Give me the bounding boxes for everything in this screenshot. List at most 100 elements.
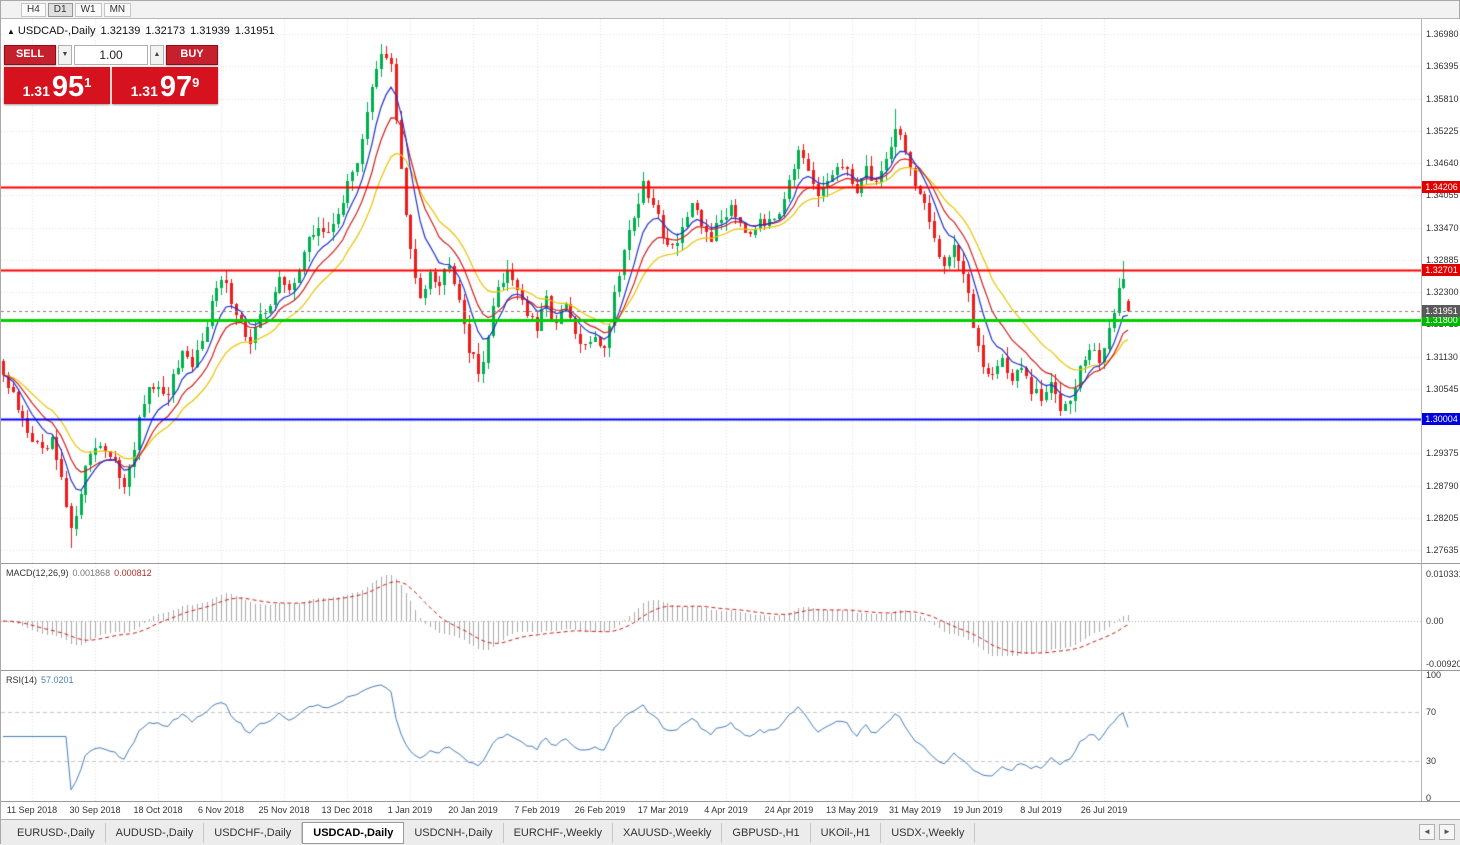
date-axis-label: 13 May 2019 — [825, 805, 879, 815]
tabs-scroll-left-button[interactable]: ◄ — [1419, 824, 1435, 840]
price-axis-tick: 1.29375 — [1426, 448, 1459, 459]
rsi-axis-tick: 70 — [1426, 706, 1437, 717]
date-axis-label: 8 Jul 2019 — [1020, 805, 1062, 815]
chart-tab-ukoil-h1[interactable]: UKOil-,H1 — [811, 822, 882, 843]
buy-price-pipette: 9 — [192, 75, 200, 90]
sell-price-pips: 95 — [51, 71, 85, 103]
chart-tabs-bar: EURUSD-,Daily AUDUSD-,Daily USDCHF-,Daily U… — [1, 819, 1460, 845]
sell-price-pipette: 1 — [84, 75, 92, 90]
volume-decrease-button[interactable]: ▼ — [58, 45, 72, 65]
macd-indicator-label: MACD(12,26,9) 0.001868 0.000812 — [6, 568, 152, 578]
date-axis-label: 26 Feb 2019 — [574, 805, 626, 815]
rsi-axis-tick: 100 — [1426, 670, 1442, 680]
rsi-axis-tick: 0 — [1426, 793, 1432, 803]
price-axis-tick: 1.34055 — [1426, 190, 1459, 201]
price-axis-tick: 1.36395 — [1426, 61, 1459, 72]
date-axis-label: 30 Sep 2018 — [69, 805, 121, 815]
macd-axis-tick: -0.009203 — [1426, 659, 1460, 669]
sell-button[interactable]: SELL — [4, 45, 56, 65]
price-axis-tick: 1.32300 — [1426, 287, 1459, 297]
price-axis-tick: 1.28205 — [1426, 512, 1459, 523]
ohlc-low: 1.31939 — [190, 25, 230, 37]
timeframe-button-d1[interactable]: D1 — [47, 2, 73, 17]
date-axis-label: 7 Feb 2019 — [514, 805, 560, 815]
date-axis-label: 17 Mar 2019 — [637, 805, 689, 815]
buy-button[interactable]: BUY — [166, 45, 218, 65]
rsi-value: 57.0201 — [41, 675, 74, 685]
ohlc-close: 1.31951 — [234, 25, 275, 37]
sell-price-figure: 1.31 — [22, 83, 50, 99]
timeframe-toolbar: H4 D1 W1 MN — [1, 1, 1459, 19]
price-axis-tick: 1.35810 — [1426, 93, 1459, 104]
chart-tab-eurusd-daily[interactable]: EURUSD-,Daily — [7, 822, 106, 843]
chart-tabs: EURUSD-,Daily AUDUSD-,Daily USDCHF-,Daily U… — [1, 820, 1460, 845]
price-chart-canvas[interactable] — [1, 19, 1421, 563]
tabs-scroll-controls: ◄ ► — [1419, 824, 1455, 840]
timeframe-button-mn[interactable]: MN — [103, 2, 132, 17]
sell-price-display[interactable]: 1.31 95 1 — [4, 67, 110, 104]
chart-tab-usdx-weekly[interactable]: USDX-,Weekly — [881, 822, 976, 843]
pane-separator — [1, 801, 1460, 802]
price-axis-tick: 1.30545 — [1426, 383, 1459, 394]
timeframe-button-h4[interactable]: H4 — [21, 2, 46, 17]
chart-title: ▲ USDCAD-,Daily 1.32139 1.32173 1.31939 1.319… — [7, 25, 280, 37]
rsi-name: RSI(14) — [6, 675, 38, 685]
date-axis-label: 4 Apr 2019 — [704, 805, 748, 815]
volume-input[interactable] — [74, 45, 148, 65]
date-axis-label: 6 Nov 2018 — [197, 805, 245, 815]
date-axis-label: 11 Sep 2018 — [6, 805, 58, 815]
timeframe-button-w1[interactable]: W1 — [74, 2, 102, 17]
ohlc-high: 1.32173 — [145, 25, 186, 37]
price-axis-tick: 1.36980 — [1426, 29, 1459, 39]
current-price-flag: 1.31951 — [1422, 305, 1460, 318]
macd-pane-canvas[interactable] — [1, 564, 1421, 670]
pane-separator[interactable] — [1, 670, 1460, 671]
chart-window: ▲ USDCAD-,Daily 1.32139 1.32173 1.31939 1.319… — [1, 19, 1460, 819]
price-axis-tick: 1.35225 — [1426, 125, 1459, 136]
date-axis-label: 18 Oct 2018 — [133, 805, 183, 815]
buy-price-display[interactable]: 1.31 97 9 — [112, 67, 218, 104]
price-axis-tick: 1.32885 — [1426, 254, 1459, 265]
chart-tab-eurchf-weekly[interactable]: EURCHF-,Weekly — [504, 822, 613, 843]
rsi-pane-canvas[interactable] — [1, 671, 1421, 801]
price-axis-tick: 1.34640 — [1426, 158, 1459, 168]
chart-tab-xauusd-weekly[interactable]: XAUUSD-,Weekly — [613, 822, 723, 843]
chart-tab-usdcnh-daily[interactable]: USDCNH-,Daily — [404, 822, 504, 843]
hline-price-flag: 1.34206 — [1422, 180, 1460, 193]
price-axis-tick: 1.33470 — [1426, 222, 1459, 233]
price-axis-tick: 1.28790 — [1426, 480, 1459, 491]
buy-price-figure: 1.31 — [130, 83, 158, 99]
chart-symbol-label: USDCAD-,Daily — [17, 25, 96, 37]
symbol-marker-icon: ▲ — [7, 27, 15, 36]
macd-name: MACD(12,26,9) — [6, 568, 69, 578]
date-axis-label: 31 May 2019 — [888, 805, 942, 815]
chart-tab-usdchf-daily[interactable]: USDCHF-,Daily — [204, 822, 303, 843]
macd-axis-tick: 0.00 — [1426, 616, 1444, 626]
chart-tab-audusd-daily[interactable]: AUDUSD-,Daily — [106, 822, 205, 843]
macd-signal-value: 0.000812 — [114, 568, 152, 578]
date-axis-label: 13 Dec 2018 — [321, 805, 373, 815]
date-axis-label: 19 Jun 2019 — [953, 805, 1003, 815]
date-axis-label: 26 Jul 2019 — [1080, 805, 1128, 815]
volume-increase-button[interactable]: ▲ — [150, 45, 164, 65]
hline-price-flag: 1.32701 — [1422, 263, 1460, 276]
date-axis-label: 1 Jan 2019 — [387, 805, 433, 815]
macd-axis-tick: 0.010331 — [1426, 569, 1460, 579]
chart-tab-usdcad-daily[interactable]: USDCAD-,Daily — [302, 821, 405, 844]
date-axis-label: 25 Nov 2018 — [258, 805, 310, 815]
macd-main-value: 0.001868 — [72, 568, 111, 578]
date-axis-label: 20 Jan 2019 — [448, 805, 498, 815]
chart-tab-gbpusd-h1[interactable]: GBPUSD-,H1 — [722, 822, 811, 843]
buy-price-pips: 97 — [159, 71, 193, 103]
price-axis-border — [1421, 19, 1422, 801]
tabs-scroll-right-button[interactable]: ► — [1439, 824, 1455, 840]
ohlc-open: 1.32139 — [100, 25, 141, 37]
pane-separator[interactable] — [1, 563, 1460, 564]
price-axis-tick: 1.27635 — [1426, 545, 1459, 555]
hline-price-flag: 1.30004 — [1422, 412, 1460, 425]
price-axis-tick: 1.31130 — [1426, 351, 1458, 362]
date-axis-label: 24 Apr 2019 — [764, 805, 814, 815]
rsi-axis-tick: 30 — [1426, 756, 1437, 767]
